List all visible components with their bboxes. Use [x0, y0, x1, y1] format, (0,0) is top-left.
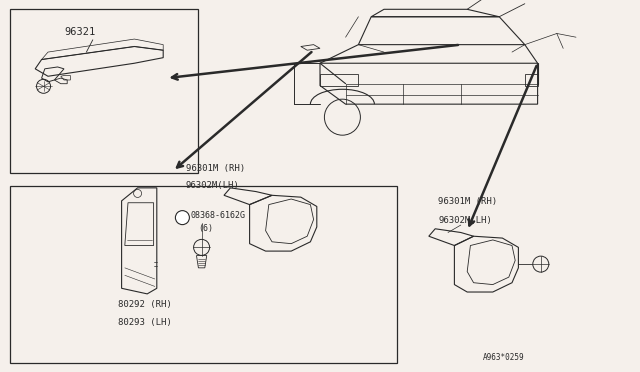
Text: 96301M (RH): 96301M (RH) — [186, 164, 244, 173]
Bar — [10, 186, 397, 363]
Circle shape — [175, 211, 189, 225]
Text: 80292 (RH): 80292 (RH) — [118, 300, 172, 309]
Text: 96321: 96321 — [64, 27, 95, 37]
Bar — [10, 9, 198, 173]
Text: 96301M (RH): 96301M (RH) — [438, 198, 497, 206]
Text: 96302M(LH): 96302M(LH) — [186, 181, 239, 190]
Text: A963*0259: A963*0259 — [483, 353, 525, 362]
Text: 96302M(LH): 96302M(LH) — [438, 216, 492, 225]
Text: 08368-6162G: 08368-6162G — [191, 211, 246, 220]
Text: B: B — [180, 213, 185, 222]
Text: 80293 (LH): 80293 (LH) — [118, 318, 172, 327]
Text: (6): (6) — [198, 224, 213, 232]
